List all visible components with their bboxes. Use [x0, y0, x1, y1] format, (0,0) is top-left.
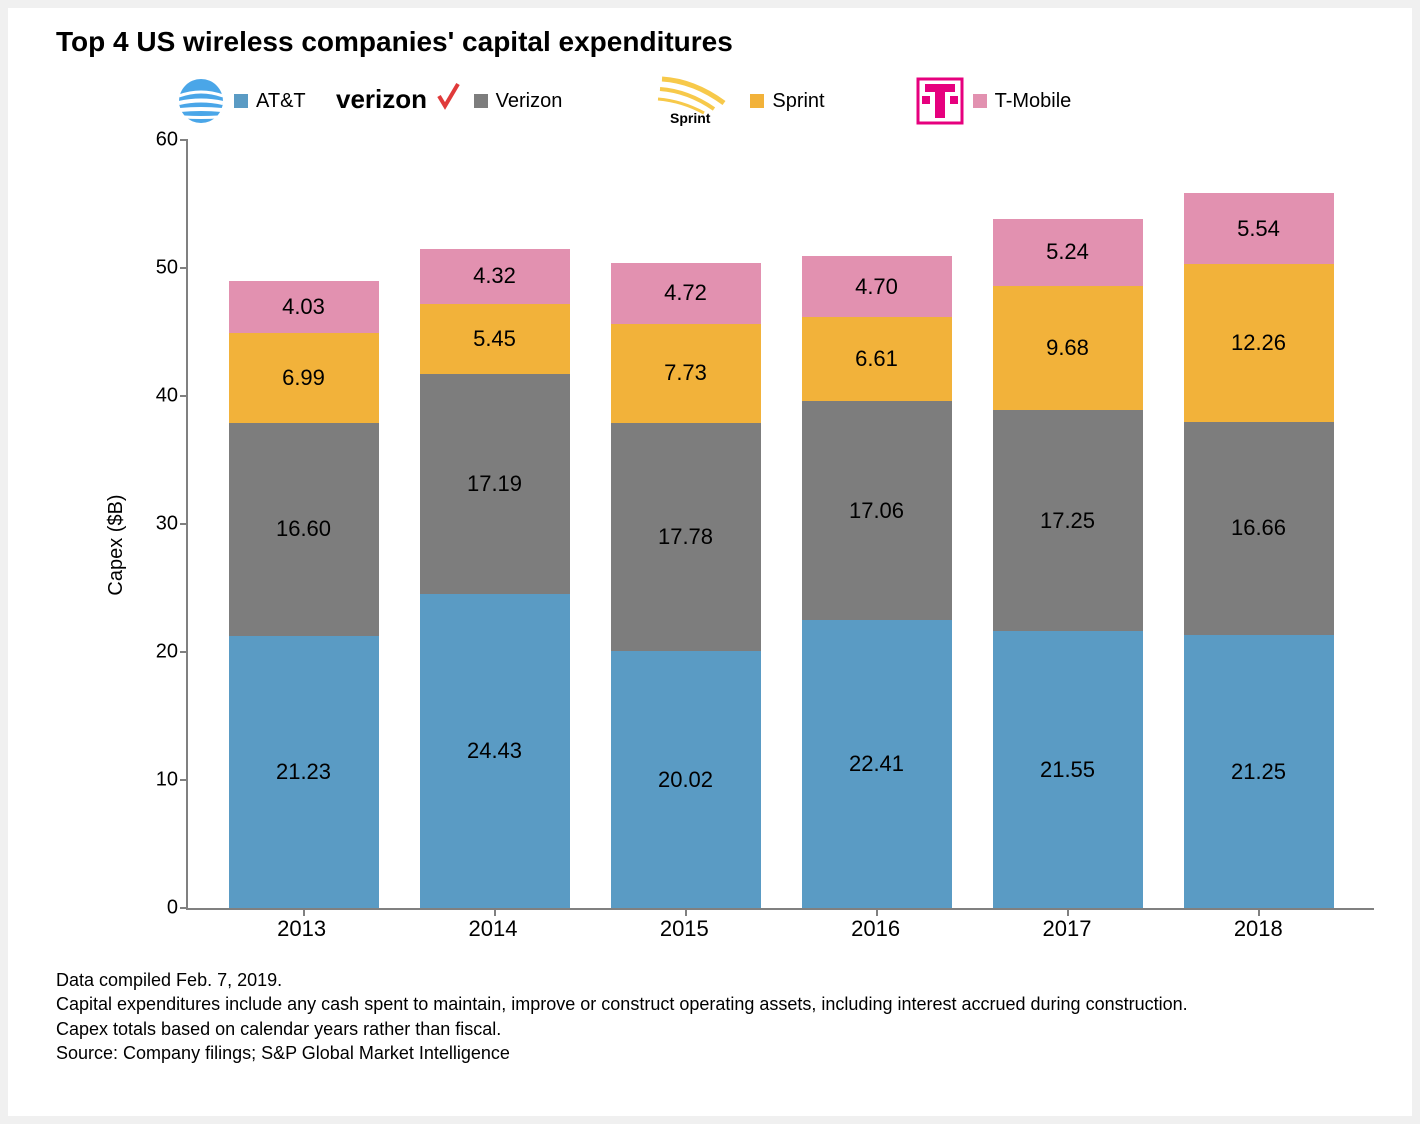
y-tick-mark	[180, 139, 188, 141]
bar-segment: 17.19	[420, 374, 570, 595]
x-axis-labels: 2013 2014 2015 2016 2017 2018	[186, 910, 1374, 950]
legend-swatch-tmobile	[973, 94, 987, 108]
y-tick-mark	[180, 779, 188, 781]
bar-segment: 4.03	[229, 281, 379, 333]
x-axis-label: 2014	[418, 916, 568, 942]
legend-swatch-sprint	[750, 94, 764, 108]
bar-segment: 5.24	[993, 219, 1143, 286]
bar-column: 24.4317.195.454.32	[420, 249, 570, 908]
x-axis-label: 2018	[1183, 916, 1333, 942]
bar-segment: 20.02	[611, 651, 761, 908]
bar-segment: 22.41	[802, 620, 952, 908]
plot-area: 21.2316.606.994.03 24.4317.195.454.32 20.0…	[186, 140, 1374, 910]
tmobile-logo-icon	[915, 76, 965, 126]
bar-segment: 24.43	[420, 594, 570, 908]
bar-column: 21.2316.606.994.03	[229, 281, 379, 908]
legend-item-verizon: verizon Verizon	[336, 82, 563, 120]
sprint-logo-icon: Sprint	[652, 75, 742, 127]
bar-segment: 16.60	[229, 423, 379, 636]
bar-segment: 21.23	[229, 636, 379, 908]
bar-segment: 4.70	[802, 256, 952, 316]
legend-item-tmobile: T-Mobile	[915, 76, 1072, 126]
chart-area: Capex ($B) 21.2316.606.994.0324.4317.195…	[136, 140, 1374, 950]
legend: AT&T verizon Verizon	[176, 70, 1394, 132]
bar-segment: 7.73	[611, 324, 761, 423]
bar-segment: 21.55	[993, 631, 1143, 908]
legend-item-att: AT&T	[176, 76, 306, 126]
bar-segment: 17.25	[993, 410, 1143, 631]
bar-segment: 4.72	[611, 263, 761, 324]
svg-text:verizon: verizon	[336, 84, 427, 114]
bar-segment: 5.54	[1184, 193, 1334, 264]
bar-segment: 5.45	[420, 304, 570, 374]
chart-title: Top 4 US wireless companies' capital exp…	[56, 26, 1394, 58]
bar-segment: 21.25	[1184, 635, 1334, 908]
legend-label-sprint: Sprint	[772, 90, 824, 113]
y-tick-mark	[180, 267, 188, 269]
legend-item-sprint: Sprint Sprint	[652, 75, 824, 127]
bar-segment: 4.32	[420, 249, 570, 304]
bars-container: 21.2316.606.994.03 24.4317.195.454.32 20.0…	[188, 140, 1374, 908]
footnotes: Data compiled Feb. 7, 2019. Capital expe…	[56, 968, 1394, 1065]
x-axis-label: 2013	[227, 916, 377, 942]
bar-segment: 6.61	[802, 317, 952, 402]
att-logo-icon	[176, 76, 226, 126]
footnote-line: Capex totals based on calendar years rat…	[56, 1017, 1394, 1041]
y-tick-mark	[180, 907, 188, 909]
x-axis-label: 2016	[801, 916, 951, 942]
bar-segment: 12.26	[1184, 264, 1334, 421]
y-tick-mark	[180, 523, 188, 525]
x-axis-label: 2017	[992, 916, 1142, 942]
bar-column: 21.5517.259.685.24	[993, 219, 1143, 908]
legend-label-verizon: Verizon	[496, 90, 563, 113]
legend-label-att: AT&T	[256, 90, 306, 113]
x-axis-label: 2015	[609, 916, 759, 942]
legend-swatch-verizon	[474, 94, 488, 108]
bar-segment: 17.06	[802, 401, 952, 620]
chart-card: Top 4 US wireless companies' capital exp…	[8, 8, 1412, 1116]
footnote-line: Data compiled Feb. 7, 2019.	[56, 968, 1394, 992]
legend-swatch-att	[234, 94, 248, 108]
legend-label-tmobile: T-Mobile	[995, 90, 1072, 113]
bar-column: 20.0217.787.734.72	[611, 263, 761, 908]
verizon-logo-icon: verizon	[336, 82, 466, 120]
bar-segment: 6.99	[229, 333, 379, 423]
y-tick-mark	[180, 395, 188, 397]
outer-panel: Top 4 US wireless companies' capital exp…	[0, 0, 1420, 1124]
footnote-line: Capital expenditures include any cash sp…	[56, 992, 1394, 1016]
bar-column: 21.2516.6612.265.54	[1184, 193, 1334, 908]
bar-segment: 16.66	[1184, 422, 1334, 636]
svg-text:Sprint: Sprint	[670, 110, 711, 126]
y-tick-mark	[180, 651, 188, 653]
bar-column: 22.4117.066.614.70	[802, 256, 952, 908]
bar-segment: 17.78	[611, 423, 761, 651]
bar-segment: 9.68	[993, 286, 1143, 410]
footnote-line: Source: Company filings; S&P Global Mark…	[56, 1041, 1394, 1065]
y-axis-label: Capex ($B)	[105, 494, 128, 595]
